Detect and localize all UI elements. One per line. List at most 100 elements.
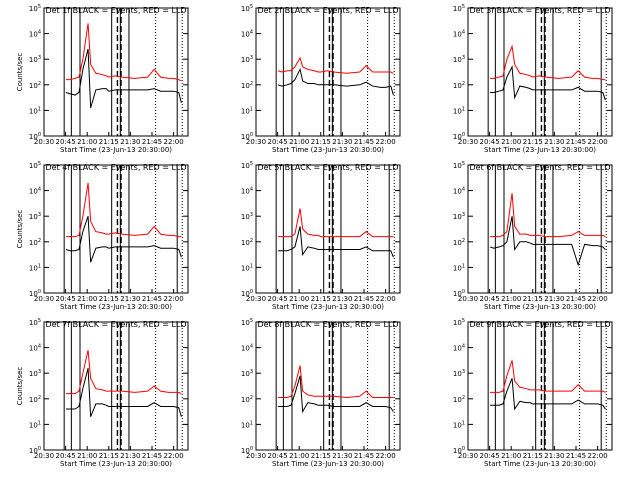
- lld-series-line: [490, 360, 606, 393]
- x-tick-label: 21:15: [523, 295, 543, 303]
- lld-series-line: [66, 350, 182, 395]
- x-tick-label: 21:00: [289, 452, 309, 460]
- y-tick-label: 104: [453, 30, 465, 39]
- x-tick-label: 21:15: [99, 452, 119, 460]
- y-tick-label: 105: [29, 4, 41, 13]
- y-tick-label: 104: [29, 187, 41, 196]
- y-tick-label: 100: [29, 446, 41, 455]
- x-tick-label: 20:30: [246, 138, 266, 146]
- x-tick-label: 20:30: [34, 295, 54, 303]
- y-tick-label: 101: [29, 263, 41, 272]
- events-series-line: [278, 375, 394, 414]
- x-tick-label: 22:00: [164, 452, 184, 460]
- lld-series-line: [278, 365, 394, 399]
- x-tick-label: 20:45: [268, 138, 288, 146]
- y-tick-label: 102: [241, 395, 253, 404]
- events-series-line: [65, 48, 182, 108]
- y-tick-label: 104: [241, 187, 253, 196]
- y-tick-label: 101: [453, 106, 465, 115]
- y-tick-label: 102: [241, 238, 253, 247]
- y-tick-label: 101: [29, 106, 41, 115]
- y-tick-label: 103: [29, 369, 41, 378]
- x-tick-label: 21:30: [544, 138, 564, 146]
- x-axis-label: Start Time (23-Jun-13 20:30:00): [272, 460, 384, 468]
- x-tick-label: 21:00: [289, 138, 309, 146]
- lld-series-line: [490, 44, 606, 81]
- panel-title: Det 6f BLACK = Events, RED = LLD: [469, 163, 610, 172]
- plot-frame: [467, 7, 613, 137]
- y-tick-label: 100: [241, 446, 253, 455]
- events-series-line: [66, 367, 182, 417]
- y-tick-label: 103: [453, 369, 465, 378]
- x-tick-label: 21:15: [523, 452, 543, 460]
- y-tick-label: 105: [29, 161, 41, 170]
- x-tick-label: 21:15: [311, 452, 331, 460]
- x-tick-label: 20:45: [56, 138, 76, 146]
- x-tick-label: 21:45: [566, 295, 586, 303]
- x-tick-label: 22:00: [376, 295, 396, 303]
- y-tick-label: 101: [29, 420, 41, 429]
- panel-title: Det 3f BLACK = Events, RED = LLD: [469, 6, 610, 15]
- x-tick-label: 21:00: [77, 452, 97, 460]
- y-tick-label: 104: [241, 30, 253, 39]
- events-series-line: [277, 67, 394, 96]
- x-tick-label: 20:45: [56, 452, 76, 460]
- plot-frame: [43, 321, 189, 451]
- x-tick-label: 22:00: [588, 138, 608, 146]
- x-tick-label: 20:30: [246, 295, 266, 303]
- x-tick-label: 21:45: [142, 452, 162, 460]
- y-axis-label: Counts/sec: [16, 53, 24, 92]
- y-axis-label: Counts/sec: [16, 210, 24, 249]
- panel-title: Det 1f BLACK = Events, RED = LLD: [45, 6, 186, 15]
- x-tick-label: 22:00: [588, 452, 608, 460]
- y-tick-label: 101: [241, 263, 253, 272]
- x-tick-label: 21:45: [354, 295, 374, 303]
- y-tick-label: 104: [241, 344, 253, 353]
- y-tick-label: 105: [241, 4, 253, 13]
- lld-series-line: [278, 208, 394, 238]
- x-tick-label: 21:30: [332, 138, 352, 146]
- y-tick-label: 103: [29, 212, 41, 221]
- x-tick-label: 21:30: [120, 295, 140, 303]
- x-tick-label: 21:30: [332, 295, 352, 303]
- events-series-line: [490, 65, 606, 101]
- x-tick-label: 20:30: [34, 138, 54, 146]
- y-tick-label: 100: [453, 132, 465, 141]
- y-tick-label: 101: [453, 263, 465, 272]
- y-axis-label: Counts/sec: [16, 367, 24, 406]
- y-tick-label: 101: [453, 420, 465, 429]
- y-tick-label: 102: [29, 238, 41, 247]
- x-tick-label: 21:00: [77, 138, 97, 146]
- y-tick-label: 102: [453, 238, 465, 247]
- lld-series-line: [490, 193, 606, 238]
- plot-frame: [467, 164, 613, 294]
- y-tick-label: 103: [241, 212, 253, 221]
- x-tick-label: 20:30: [246, 452, 266, 460]
- x-tick-label: 21:45: [566, 452, 586, 460]
- x-tick-label: 21:30: [120, 452, 140, 460]
- x-tick-label: 21:15: [99, 138, 119, 146]
- x-tick-label: 22:00: [376, 452, 396, 460]
- x-tick-label: 21:45: [354, 138, 374, 146]
- x-tick-label: 20:45: [480, 138, 500, 146]
- plot-frame: [467, 321, 613, 451]
- y-tick-label: 103: [453, 212, 465, 221]
- x-axis-label: Start Time (23-Jun-13 20:30:00): [60, 303, 172, 311]
- plot-frame: [255, 321, 401, 451]
- x-tick-label: 20:45: [268, 295, 288, 303]
- events-series-line: [65, 216, 182, 263]
- y-tick-label: 102: [29, 81, 41, 90]
- x-tick-label: 20:45: [480, 295, 500, 303]
- x-tick-label: 21:00: [501, 452, 521, 460]
- events-series-line: [490, 378, 606, 411]
- y-tick-label: 104: [453, 344, 465, 353]
- y-tick-label: 104: [453, 187, 465, 196]
- y-tick-label: 103: [241, 55, 253, 64]
- y-tick-label: 105: [453, 4, 465, 13]
